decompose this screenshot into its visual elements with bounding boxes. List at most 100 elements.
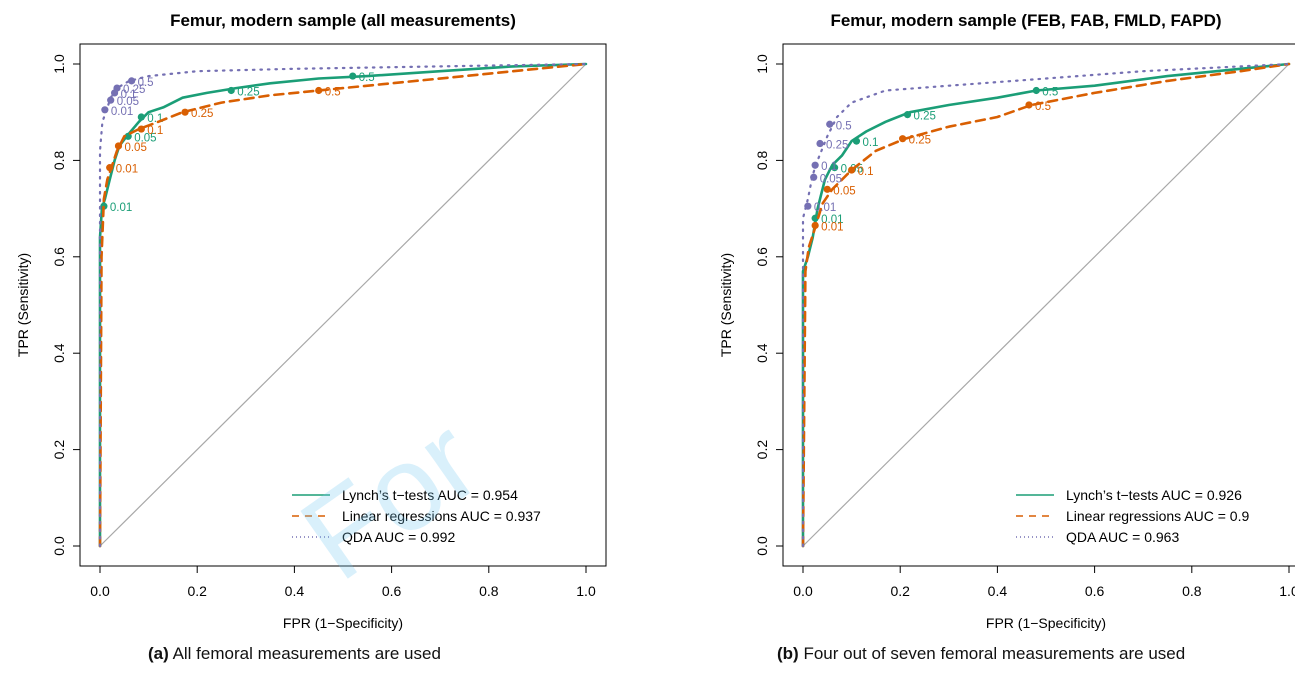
threshold-point-lynch [137, 113, 145, 121]
legend-entry-qda: QDA AUC = 0.963 [1066, 529, 1179, 545]
threshold-label-linreg: 0.01 [116, 164, 138, 176]
x-tick-label: 0.8 [479, 583, 499, 599]
series-line-linreg [98, 62, 588, 548]
threshold-point-lynch [227, 86, 235, 95]
threshold-label-lynch: 0.1 [147, 113, 163, 125]
plot-frame [782, 43, 1295, 567]
threshold-point-linreg [1025, 101, 1033, 109]
threshold-point-qda [113, 84, 121, 92]
x-axis-label: FPR (1−Specificity) [283, 615, 403, 631]
threshold-point-lynch [903, 111, 912, 119]
threshold-label-qda: 0.25 [826, 140, 848, 152]
threshold-point-qda [107, 96, 115, 104]
y-tick-label: 0.0 [51, 536, 67, 556]
series-line-qda [801, 62, 1291, 548]
caption-b-text: Four out of seven femoral measurements a… [798, 644, 1186, 663]
threshold-point-qda [816, 139, 824, 148]
y-axis-label: TPR (Sensitivity) [718, 253, 734, 357]
threshold-label-linreg: 0.05 [833, 185, 855, 197]
threshold-label-linreg: 0.25 [191, 108, 213, 120]
chart-title: Femur, modern sample (FEB, FAB, FMLD, FA… [830, 11, 1221, 30]
diagonal-reference-line [802, 63, 1290, 547]
threshold-point-linreg [823, 185, 831, 193]
threshold-label-lynch: 0.1 [862, 137, 878, 149]
threshold-label-qda: 0.01 [814, 202, 836, 214]
y-tick-label: 0.2 [754, 440, 770, 460]
threshold-point-qda [826, 120, 834, 128]
y-tick-label: 0.8 [754, 150, 770, 170]
y-tick-label: 1.0 [754, 54, 770, 74]
threshold-label-qda: 0.5 [836, 120, 852, 132]
x-tick-label: 0.0 [793, 583, 813, 599]
x-tick-label: 0.2 [890, 583, 910, 599]
threshold-label-lynch: 0.5 [359, 72, 375, 84]
threshold-point-lynch [830, 164, 839, 172]
diagonal-reference-line [99, 63, 587, 547]
threshold-label-lynch: 0.05 [134, 132, 156, 144]
y-tick-label: 1.0 [51, 54, 67, 74]
threshold-point-lynch [349, 72, 357, 80]
y-tick-label: 0.0 [754, 536, 770, 556]
threshold-label-linreg: 0.5 [1035, 101, 1051, 113]
threshold-point-lynch [1032, 86, 1040, 95]
threshold-point-linreg [106, 164, 114, 172]
series-line-linreg [801, 62, 1291, 548]
threshold-point-linreg [848, 166, 856, 174]
threshold-point-lynch [811, 214, 819, 222]
threshold-label-qda: 0.05 [117, 96, 139, 108]
threshold-label-linreg: 0.05 [124, 142, 146, 154]
plot-frame [79, 43, 607, 567]
y-tick-label: 0.6 [51, 247, 67, 267]
x-tick-label: 0.4 [285, 583, 305, 599]
threshold-label-qda: 0.01 [111, 106, 133, 118]
caption-a-text: All femoral measurements are used [168, 644, 441, 663]
x-axis-label: FPR (1−Specificity) [986, 615, 1106, 631]
y-tick-label: 0.4 [754, 343, 770, 363]
threshold-label-linreg: 0.1 [147, 125, 163, 137]
threshold-point-qda [127, 77, 136, 85]
y-tick-label: 0.8 [51, 150, 67, 170]
chart-title: Femur, modern sample (all measurements) [170, 11, 516, 30]
x-tick-label: 1.0 [1279, 583, 1295, 599]
caption-a-tag: (a) [148, 644, 169, 663]
y-tick-label: 0.2 [51, 440, 67, 460]
threshold-point-qda [804, 202, 812, 210]
threshold-point-linreg [114, 142, 123, 150]
legend-entry-linreg: Linear regressions AUC = 0.937 [342, 508, 541, 524]
threshold-label-qda: 0.1 [821, 161, 837, 173]
threshold-label-lynch: 0.01 [821, 214, 843, 226]
threshold-label-lynch: 0.25 [237, 87, 259, 99]
series-line-qda [98, 62, 588, 548]
threshold-point-qda [811, 161, 819, 169]
caption-a: (a) All femoral measurements are used [148, 644, 441, 664]
threshold-label-lynch: 0.01 [110, 202, 132, 214]
threshold-point-linreg [811, 221, 819, 230]
threshold-label-linreg: 0.1 [858, 166, 874, 178]
y-tick-label: 0.6 [754, 247, 770, 267]
legend-entry-linreg: Linear regressions AUC = 0.9 [1066, 508, 1249, 524]
threshold-label-qda: 0.1 [121, 89, 137, 101]
legend-entry-lynch: Lynch’s t−tests AUC = 0.954 [342, 487, 518, 503]
threshold-point-linreg [137, 125, 145, 133]
y-tick-label: 0.4 [51, 343, 67, 363]
threshold-label-linreg: 0.25 [909, 135, 931, 147]
x-tick-label: 0.8 [1182, 583, 1202, 599]
legend-entry-qda: QDA AUC = 0.992 [342, 529, 455, 545]
threshold-point-lynch [852, 137, 861, 145]
threshold-label-qda: 0.5 [138, 77, 154, 89]
caption-b: (b) Four out of seven femoral measuremen… [777, 644, 1185, 664]
x-tick-label: 0.4 [988, 583, 1008, 599]
legend-entry-lynch: Lynch’s t−tests AUC = 0.926 [1066, 487, 1242, 503]
threshold-point-qda [101, 106, 109, 114]
threshold-point-linreg [181, 108, 189, 116]
threshold-label-lynch: 0.25 [913, 111, 935, 123]
y-axis-label: TPR (Sensitivity) [15, 253, 31, 357]
chart-panel-2: Femur, modern sample (FEB, FAB, FMLD, FA… [718, 11, 1295, 631]
threshold-label-linreg: 0.01 [821, 221, 843, 233]
threshold-point-linreg [315, 86, 323, 95]
threshold-label-lynch: 0.5 [1042, 87, 1058, 99]
threshold-point-linreg [899, 135, 907, 143]
threshold-label-linreg: 0.5 [325, 87, 341, 99]
chart-panel-1: Femur, modern sample (all measurements) 0… [15, 11, 607, 631]
